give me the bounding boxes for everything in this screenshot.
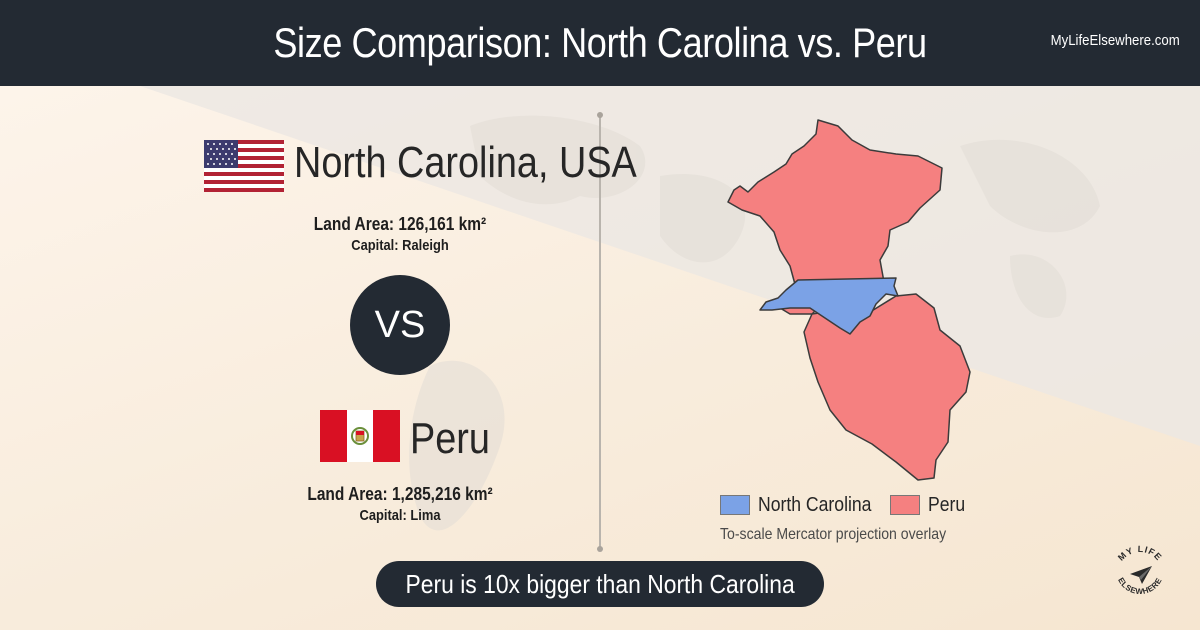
page-title: Size Comparison: North Carolina vs. Peru	[273, 19, 927, 66]
header-bar: Size Comparison: North Carolina vs. Peru…	[0, 0, 1200, 86]
region-b-capital: Capital: Lima	[359, 507, 441, 524]
vs-badge: VS	[350, 275, 450, 375]
summary-pill: Peru is 10x bigger than North Carolina	[376, 561, 824, 607]
region-a-capital: Capital: Raleigh	[351, 237, 449, 254]
summary-text: Peru is 10x bigger than North Carolina	[405, 569, 795, 599]
legend-item-north-carolina: North Carolina	[720, 494, 887, 516]
legend-label-peru: Peru	[928, 493, 966, 516]
paper-plane-icon	[1130, 566, 1152, 584]
brand-link[interactable]: MyLifeElsewhere.com	[1050, 32, 1180, 49]
legend-swatch-peru	[890, 495, 920, 515]
region-b-name: Peru	[410, 414, 490, 463]
region-b-land-area: Land Area: 1,285,216 km²	[307, 484, 493, 504]
legend-swatch-north-carolina	[720, 495, 750, 515]
center-divider	[599, 114, 601, 550]
logo-text-top: MY LIFE	[1116, 544, 1163, 563]
divider-bottom-dot	[597, 546, 603, 552]
my-life-elsewhere-logo[interactable]: MY LIFE ELSEWHERE	[1108, 540, 1172, 604]
map-caption: To-scale Mercator projection overlay	[720, 526, 947, 543]
region-b-info: Land Area: 1,285,216 km² Capital: Lima	[250, 484, 550, 524]
region-a-land-area: Land Area: 126,161 km²	[313, 214, 487, 234]
region-a-info: Land Area: 126,161 km² Capital: Raleigh	[250, 214, 550, 254]
legend-item-peru: Peru	[890, 494, 970, 516]
peru-flag-icon	[320, 410, 400, 462]
divider-top-dot	[597, 112, 603, 118]
svg-text:MY LIFE: MY LIFE	[1116, 544, 1164, 563]
region-a-name: North Carolina, USA	[294, 138, 637, 187]
peru-shape	[727, 119, 971, 481]
legend-label-north-carolina: North Carolina	[758, 493, 872, 516]
map-overlay	[727, 119, 971, 481]
usa-flag-icon	[204, 140, 284, 192]
north-carolina-shape	[759, 277, 899, 335]
